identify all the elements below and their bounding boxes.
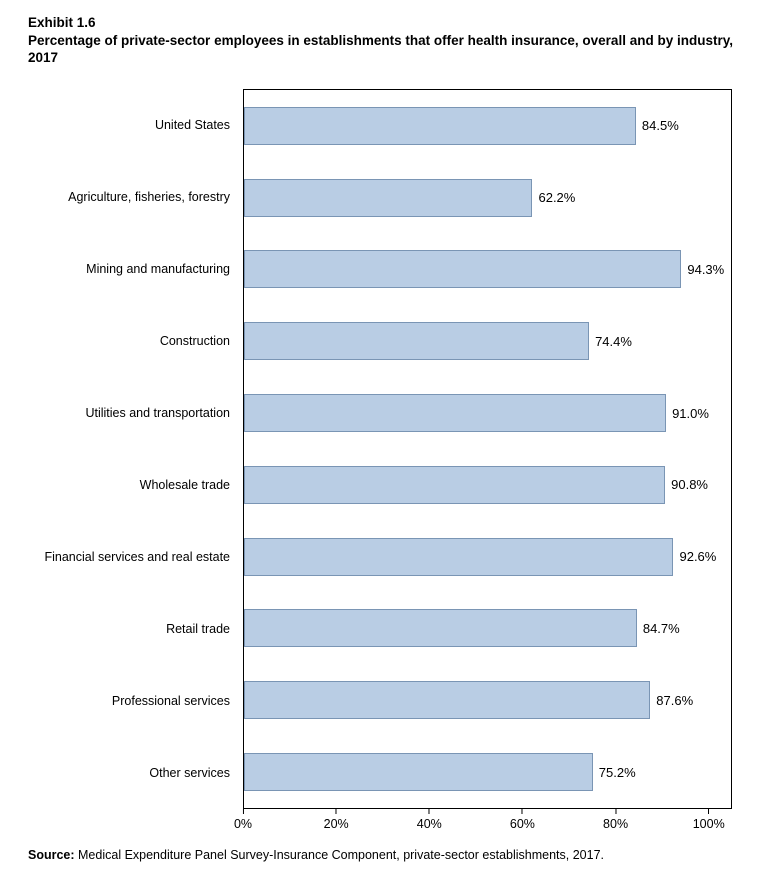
bar [244, 394, 667, 433]
bar-row: 84.5% [244, 90, 731, 162]
source-text: Medical Expenditure Panel Survey-Insuran… [74, 848, 604, 862]
chart-title: Percentage of private-sector employees i… [28, 32, 733, 66]
bar-value-label: 90.8% [671, 477, 708, 493]
x-axis-tick: 40% [417, 809, 442, 831]
bar-value-label: 74.4% [595, 333, 632, 349]
bar-row: 90.8% [244, 449, 731, 521]
category-label: Utilities and transportation [85, 406, 230, 420]
category-labels: United States Agriculture, fisheries, for… [0, 89, 237, 809]
category-label: Professional services [111, 694, 230, 708]
x-axis-tick: 80% [603, 809, 628, 831]
category-label: Mining and manufacturing [86, 262, 230, 276]
tick-label: 0% [233, 817, 253, 831]
tick-label: 100% [692, 817, 725, 831]
bar-row: 92.6% [244, 521, 731, 593]
x-axis-tick: 20% [324, 809, 349, 831]
bar [244, 681, 651, 720]
bar [244, 609, 637, 648]
bar-row: 91.0% [244, 377, 731, 449]
category-label: Financial services and real estate [44, 550, 230, 564]
tick-label: 40% [416, 817, 442, 831]
tick-mark [708, 809, 710, 814]
tick-label: 80% [603, 817, 629, 831]
plot-area: 84.5% 62.2% 94.3% 74.4% 91.0% 90.8% 92.6% 84.7%… [243, 89, 732, 809]
bar-value-label: 84.7% [642, 620, 680, 636]
x-axis: 0% 20% 40% 60% 80% 100% [234, 809, 732, 841]
x-axis-tick: 100% [693, 809, 725, 831]
bar-value-label: 92.6% [679, 549, 717, 565]
source-note: Source: Medical Expenditure Panel Survey… [28, 848, 738, 862]
bar-value-label: 87.6% [656, 692, 694, 708]
x-axis-tick: 0% [234, 809, 252, 831]
tick-mark [242, 809, 244, 814]
tick-label: 20% [323, 817, 349, 831]
bar [244, 250, 682, 289]
tick-label: 60% [509, 817, 535, 831]
bar-row: 74.4% [244, 305, 731, 377]
exhibit-number: Exhibit 1.6 [28, 15, 96, 30]
bar-value-label: 62.2% [538, 190, 576, 206]
bar-row: 87.6% [244, 664, 731, 736]
bar-row: 75.2% [244, 736, 731, 808]
source-label: Source: [28, 848, 75, 862]
bar [244, 465, 666, 504]
tick-mark [615, 809, 617, 814]
bar [244, 322, 590, 361]
category-label: Agriculture, fisheries, forestry [68, 190, 230, 204]
bar-value-label: 75.2% [598, 764, 636, 780]
category-label: Retail trade [166, 622, 230, 636]
bar [244, 178, 533, 217]
bar [244, 106, 636, 145]
bar [244, 753, 593, 792]
tick-mark [335, 809, 337, 814]
bar-row: 94.3% [244, 234, 731, 306]
bar-value-label: 84.5% [641, 118, 679, 134]
bar-row: 84.7% [244, 593, 731, 665]
tick-mark [428, 809, 430, 814]
bar-value-label: 94.3% [687, 261, 725, 277]
bar-row: 62.2% [244, 162, 731, 234]
category-label: Wholesale trade [139, 478, 230, 492]
category-label: United States [154, 118, 230, 132]
category-label: Other services [149, 766, 230, 780]
tick-mark [521, 809, 523, 814]
bar [244, 537, 674, 576]
category-label: Construction [159, 334, 230, 348]
bar-value-label: 91.0% [672, 405, 709, 421]
chart-header: Exhibit 1.6 Percentage of private-sector… [28, 14, 734, 67]
x-axis-tick: 60% [510, 809, 535, 831]
